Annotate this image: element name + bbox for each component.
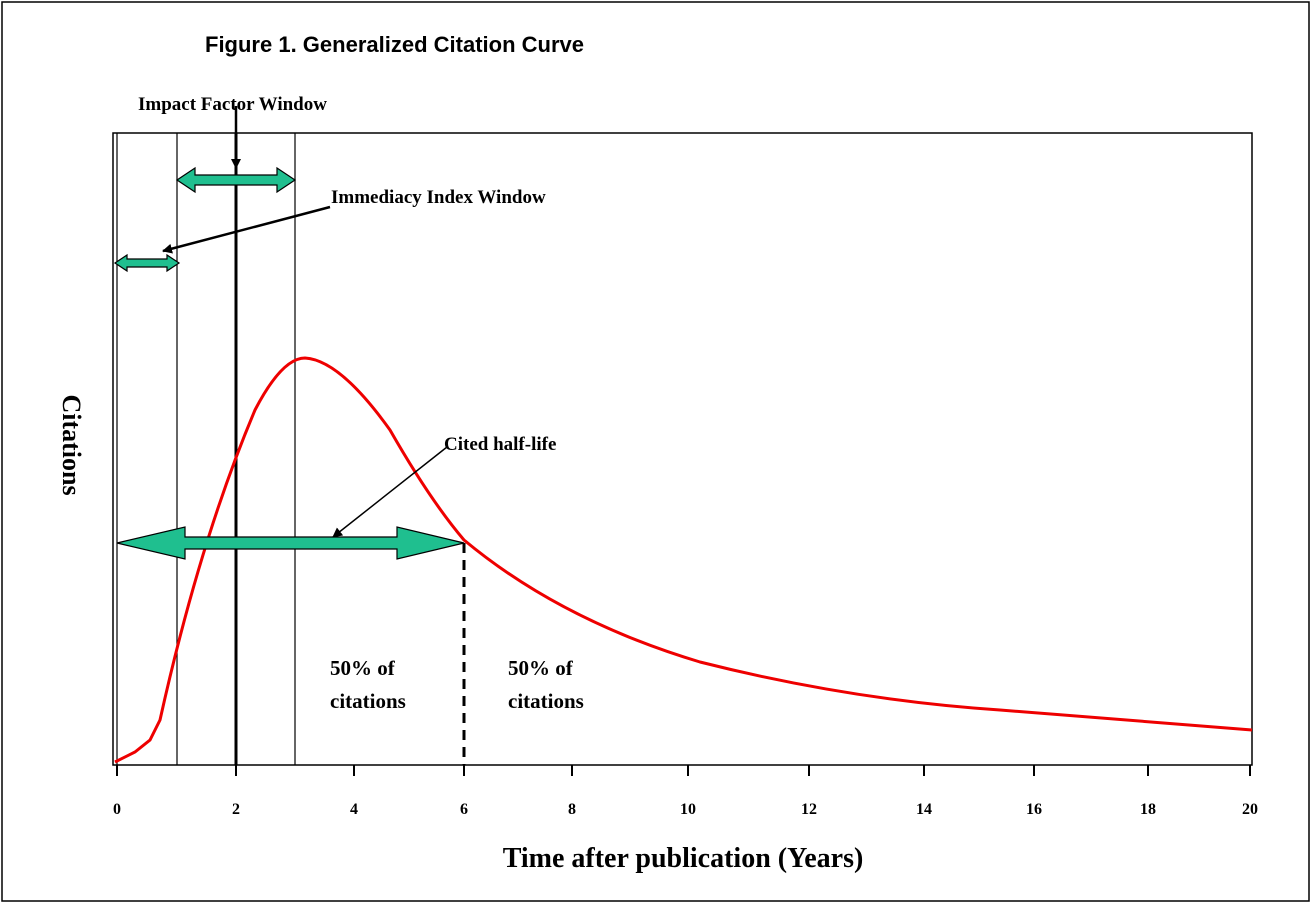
x-axis-label: Time after publication (Years) — [503, 843, 864, 874]
x-tick-label: 18 — [1140, 801, 1156, 818]
annotation: citations — [330, 689, 406, 713]
x-tick-label: 0 — [113, 801, 121, 818]
x-tick-label: 10 — [680, 801, 696, 818]
pointer — [162, 205, 331, 254]
x-tick-label: 14 — [916, 801, 932, 818]
x-tick-label: 6 — [460, 801, 468, 818]
annotation: Impact Factor Window — [138, 94, 327, 115]
half-life-arrow — [116, 526, 465, 560]
x-tick-label: 20 — [1242, 801, 1258, 818]
citation-curve — [114, 356, 1253, 764]
x-tick-label: 16 — [1026, 801, 1042, 818]
x-tick-label: 8 — [568, 801, 576, 818]
immediacy-arrow — [113, 253, 181, 273]
plot-box — [112, 132, 1253, 766]
annotation: 50% of — [508, 656, 574, 680]
annotation: 50% of — [330, 656, 396, 680]
x-tick-label: 12 — [801, 801, 817, 818]
x-tick-label: 4 — [350, 801, 358, 818]
y-axis-label: Citations — [57, 394, 86, 495]
annotation: Immediacy Index Window — [331, 187, 546, 208]
title: Figure 1. Generalized Citation Curve — [205, 32, 584, 57]
impact-arrow — [175, 166, 297, 194]
pointer — [332, 446, 448, 538]
x-tick-label: 2 — [232, 801, 240, 818]
x-ticks: 0 2 4 6 8 10 12 14 16 18 20 — [113, 765, 1258, 818]
annotation: citations — [508, 689, 584, 713]
annotation: Cited half-life — [444, 434, 556, 455]
